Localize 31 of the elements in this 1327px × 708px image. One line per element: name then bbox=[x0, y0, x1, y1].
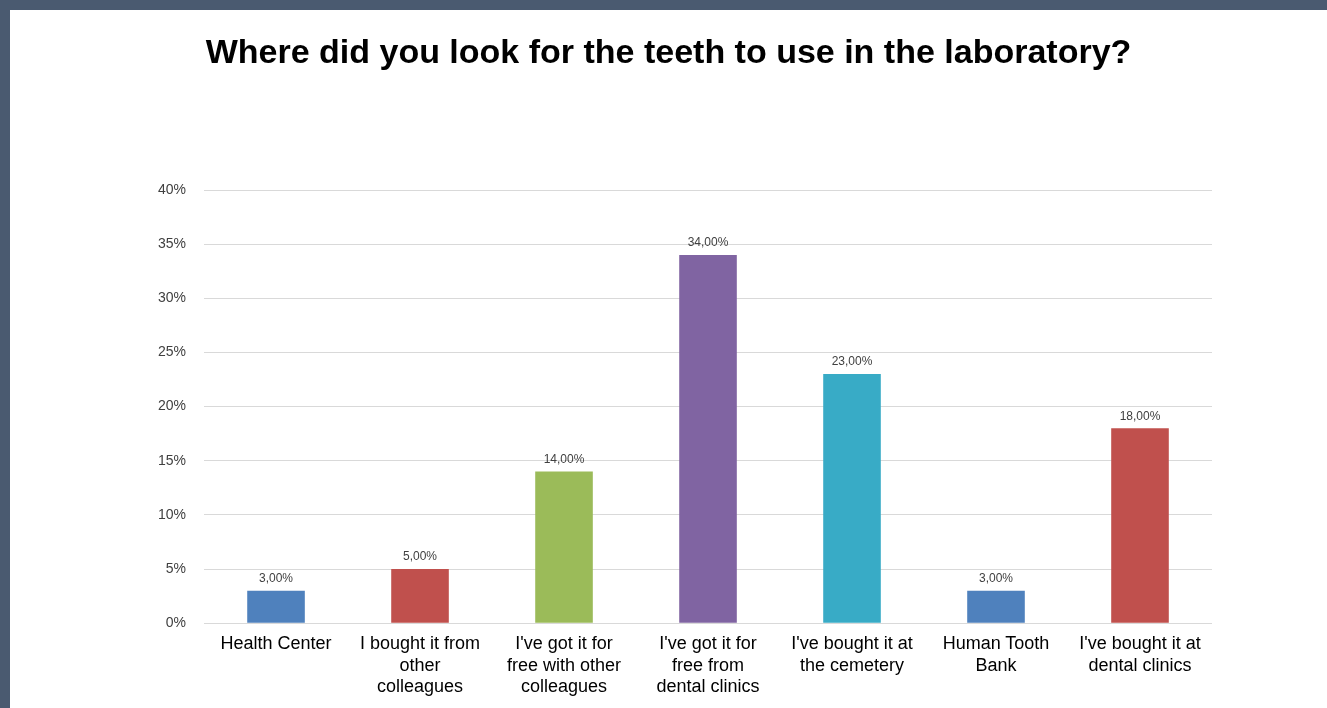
chart-title: Where did you look for the teeth to use in the laboratory? bbox=[205, 31, 1132, 72]
y-tick-label: 35% bbox=[157, 235, 187, 252]
y-tick-label: 10% bbox=[157, 505, 187, 522]
bar bbox=[679, 254, 737, 623]
bar bbox=[247, 590, 305, 623]
bar bbox=[535, 471, 593, 623]
data-label: 18,00% bbox=[1119, 408, 1161, 423]
y-tick-label: 5% bbox=[165, 559, 187, 576]
y-tick-label: 20% bbox=[157, 397, 187, 414]
y-tick-label: 25% bbox=[157, 343, 187, 360]
bar bbox=[1111, 428, 1169, 623]
bar bbox=[823, 374, 881, 623]
data-label: 3,00% bbox=[978, 571, 1014, 586]
data-label: 5,00% bbox=[403, 549, 438, 564]
x-tick-label: Health Center bbox=[220, 632, 332, 653]
data-label: 34,00% bbox=[687, 235, 729, 250]
data-label: 3,00% bbox=[259, 571, 294, 586]
x-tick-label: I bought it from other colleagues bbox=[359, 632, 481, 697]
x-tick-label: I've got it for free with other colleagues bbox=[506, 632, 622, 697]
data-label: 14,00% bbox=[543, 451, 585, 466]
bar bbox=[967, 590, 1025, 623]
bar bbox=[391, 569, 449, 623]
x-tick-label: I've bought it at dental clinics bbox=[1079, 632, 1201, 675]
y-tick-label: 0% bbox=[165, 614, 187, 631]
y-tick-label: 30% bbox=[157, 289, 187, 306]
data-label: 23,00% bbox=[831, 354, 873, 369]
x-tick-label: I've bought it at the cemetery bbox=[791, 632, 913, 675]
x-tick-label: I've got it for free from dental clinics bbox=[656, 632, 760, 697]
y-tick-label: 40% bbox=[157, 180, 187, 197]
y-tick-label: 15% bbox=[157, 451, 187, 468]
x-tick-label: Human Tooth Bank bbox=[942, 632, 1050, 675]
